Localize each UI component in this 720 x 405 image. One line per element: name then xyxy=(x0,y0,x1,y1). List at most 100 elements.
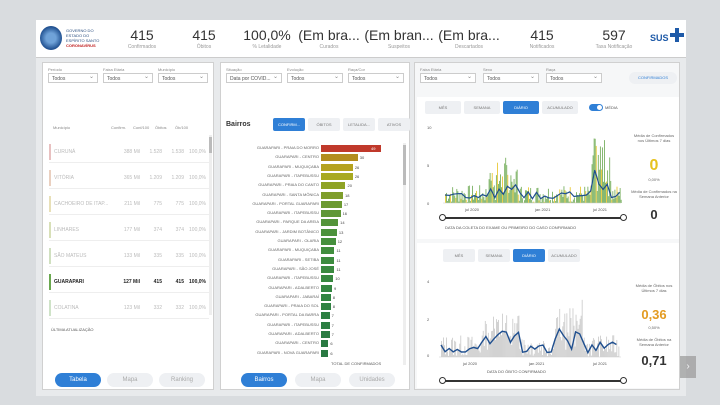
table-row[interactable]: GUARAPARI 127 Mil 415 415 100,0% xyxy=(49,271,209,293)
slider-handle-start[interactable] xyxy=(439,214,446,221)
obitos-bar xyxy=(596,351,597,357)
mapa-button[interactable]: Mapa xyxy=(295,373,341,387)
table-row[interactable]: SÃO MATEUS 133 Mil 335 335 100,0% xyxy=(49,245,209,267)
filter-faixa-etaria[interactable]: Faixa Etária Todos xyxy=(103,67,153,83)
confirmados-bar xyxy=(463,192,465,203)
tab-acumulado[interactable]: ACUMULADO xyxy=(542,101,578,114)
table-row[interactable]: VITÓRIA 365 Mil 1.209 1.209 100,0% xyxy=(49,167,209,189)
bairro-bar[interactable] xyxy=(321,331,330,338)
bairros-button[interactable]: Bairros xyxy=(241,373,287,387)
table-row[interactable]: COLATINA 123 Mil 332 332 100,0% xyxy=(49,297,209,319)
filter-periodo[interactable]: Período Todos xyxy=(48,67,98,83)
filter-select[interactable]: Todos xyxy=(546,73,602,83)
table-row[interactable]: CACHOEIRO DE ITAP... 211 Mil 775 775 100,0% xyxy=(49,193,209,215)
table-scrollbar[interactable] xyxy=(209,135,212,315)
bairro-bar[interactable] xyxy=(321,163,353,171)
ranking-button[interactable]: Ranking xyxy=(159,373,205,387)
filter-select[interactable]: Todos xyxy=(287,73,343,83)
table-cell: LINHARES xyxy=(54,226,80,233)
table-row[interactable]: CURUNÁ 388 Mil 1.528 1.538 100,0% xyxy=(49,141,209,163)
next-page-arrow-icon[interactable]: › xyxy=(680,356,696,378)
bairro-bar[interactable] xyxy=(321,191,344,199)
bairro-bar[interactable] xyxy=(321,340,329,348)
filter-municipio[interactable]: Município Todos xyxy=(158,67,208,83)
obitos-bar xyxy=(442,344,443,357)
filter-select[interactable]: Todos xyxy=(48,73,98,83)
col-header[interactable]: Conf/100 xyxy=(133,125,150,130)
bairro-bar[interactable] xyxy=(321,265,335,273)
obitos-bar xyxy=(472,347,474,357)
bairro-value: 26 xyxy=(354,173,360,179)
confirmados-bar xyxy=(498,184,499,203)
bairro-bar[interactable] xyxy=(321,182,346,190)
filter-select[interactable]: Todos xyxy=(348,73,404,83)
tab-mes[interactable]: MÊS xyxy=(425,101,461,114)
media-toggle[interactable] xyxy=(589,104,603,111)
filter-faixa-etaria-2[interactable]: Faixa Etária Todos xyxy=(420,67,476,83)
filter-select[interactable]: Todos xyxy=(103,73,153,83)
tab-acumulado[interactable]: ACUMULADO xyxy=(548,249,580,262)
obitos-bar xyxy=(499,336,500,357)
logo-line1: GOVERNO DO ESTADO DO ESPÍRITO SANTO xyxy=(66,28,100,43)
bairro-bar[interactable] xyxy=(321,247,335,255)
bairro-bar[interactable] xyxy=(321,284,333,292)
tab-semana[interactable]: SEMANA xyxy=(464,101,500,114)
filter-raca[interactable]: Raça/Cor Todos xyxy=(348,67,404,83)
slider-handle-start[interactable] xyxy=(439,377,446,384)
filter-select[interactable]: Todos xyxy=(483,73,539,83)
chart-scrollbar[interactable] xyxy=(403,143,406,365)
confirmados-bar xyxy=(609,157,611,203)
bairro-bar[interactable] xyxy=(321,275,334,283)
slider-handle-end[interactable] xyxy=(620,377,627,384)
obitos-bar xyxy=(601,339,602,357)
col-header[interactable]: Confirm. xyxy=(111,125,127,130)
tab-letalidade[interactable]: LETALIDA... xyxy=(343,118,375,131)
table-cell: 100,0% xyxy=(189,200,206,207)
filter-select[interactable]: Todos xyxy=(158,73,208,83)
bairro-bar[interactable] xyxy=(321,256,335,264)
bairro-bar[interactable] xyxy=(321,219,339,227)
table-row[interactable]: LINHARES 177 Mil 374 374 100,0% xyxy=(49,219,209,241)
bairro-bar[interactable] xyxy=(321,312,330,320)
confirmados-bar xyxy=(611,199,613,203)
date-range-slider[interactable] xyxy=(443,380,623,382)
tab-confirmados[interactable]: CONFIRM... xyxy=(273,118,305,131)
tab-semana[interactable]: SEMANA xyxy=(478,249,510,262)
filter-sexo[interactable]: Sexo Todos xyxy=(483,67,539,83)
slider-handle-end[interactable] xyxy=(620,214,627,221)
tab-diario[interactable]: DIÁRIO xyxy=(513,249,545,262)
bairro-bar[interactable] xyxy=(321,303,331,311)
filter-select[interactable]: Data por COVID... xyxy=(226,73,282,83)
obitos-bar xyxy=(489,338,491,357)
unidades-button[interactable]: Unidades xyxy=(349,373,395,387)
tab-ativos[interactable]: ATIVOS xyxy=(378,118,410,131)
bairro-bar[interactable] xyxy=(321,200,342,208)
filter-situacao[interactable]: Situação Data por COVID... xyxy=(226,67,282,83)
confirmados-action-button[interactable]: CONFIRMADOS xyxy=(629,72,677,84)
filter-raca-2[interactable]: Raça Todos xyxy=(546,67,602,83)
col-header[interactable]: Município xyxy=(53,125,71,130)
tab-diario[interactable]: DIÁRIO xyxy=(503,101,539,114)
mapa-button[interactable]: Mapa xyxy=(107,373,153,387)
confirmados-chart-svg xyxy=(443,138,622,204)
tabela-button[interactable]: Tabela xyxy=(55,373,101,387)
date-range-slider[interactable] xyxy=(443,217,623,219)
bairro-label: GUARAPARI - PRAIA DO SOL xyxy=(264,303,319,309)
obitos-bar xyxy=(537,352,539,357)
bairro-bar[interactable] xyxy=(321,349,329,357)
tab-mes[interactable]: MÊS xyxy=(443,249,475,262)
bairro-bar[interactable] xyxy=(321,210,341,218)
bairro-bar[interactable] xyxy=(321,172,353,180)
bairro-bar[interactable] xyxy=(321,293,331,301)
col-header[interactable]: Óbitos xyxy=(155,125,167,130)
bairro-bar[interactable] xyxy=(321,321,330,329)
filter-evolucao[interactable]: Evolução Todos xyxy=(287,67,343,83)
bairro-bar[interactable] xyxy=(321,228,337,236)
bairro-bar[interactable] xyxy=(321,145,381,152)
bairro-bar[interactable] xyxy=(321,238,336,245)
bairro-bar[interactable] xyxy=(321,154,358,162)
tab-obitos[interactable]: ÓBITOS xyxy=(308,118,340,131)
col-header[interactable]: Ób/100 xyxy=(175,125,189,130)
filter-select[interactable]: Todos xyxy=(420,73,476,83)
obitos-bar xyxy=(569,308,571,357)
